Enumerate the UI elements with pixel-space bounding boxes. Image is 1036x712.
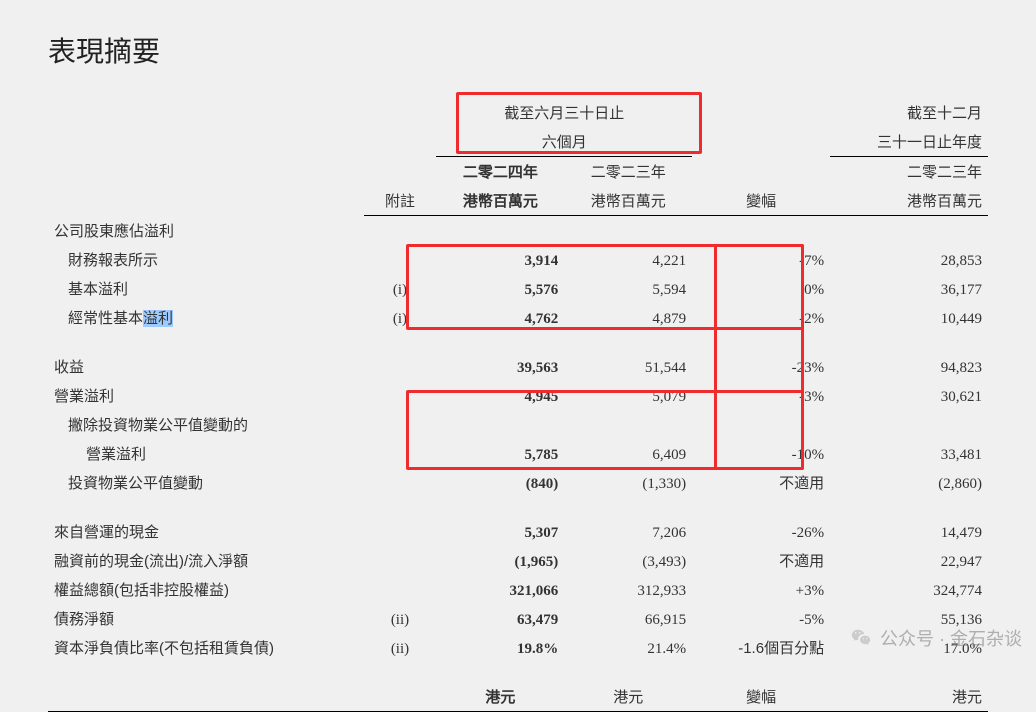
row-label-excl-investment-prop: 撇除投資物業公平值變動的 (48, 410, 364, 439)
table-row: 收益 39,563 51,544 -23% 94,823 (48, 352, 988, 381)
cell-note: (i) (364, 303, 437, 332)
row-label-net-debt: 債務淨額 (48, 604, 364, 633)
row-label-recurring-basic-profit: 經常性基本溢利 (48, 303, 364, 332)
header-fy-line2: 三十一日止年度 (830, 127, 988, 157)
cell-change: -1.6個百分點 (692, 633, 830, 662)
table-row: 撇除投資物業公平值變動的 (48, 410, 988, 439)
table-row: 融資前的現金(流出)/流入淨額 (1,965) (3,493) 不適用 22,9… (48, 546, 988, 575)
header-unit-2023: 港幣百萬元 (564, 186, 692, 216)
cell-v23: 51,544 (564, 352, 692, 381)
table-row: 基本溢利 (i) 5,576 5,594 0% 36,177 (48, 274, 988, 303)
footer-hky-2024: 港元 (436, 682, 564, 712)
footer-hky-fy: 港元 (830, 682, 988, 712)
cell-change: -26% (692, 517, 830, 546)
row-label-investment-prop-change: 投資物業公平值變動 (48, 468, 364, 497)
cell-note: (ii) (364, 604, 437, 633)
page-title: 表現摘要 (48, 30, 988, 70)
header-fy-line1: 截至十二月 (830, 98, 988, 127)
header-6m-line1: 截至六月三十日止 (436, 98, 692, 127)
row-label-cash-before-financing: 融資前的現金(流出)/流入淨額 (48, 546, 364, 575)
row-label-net-gearing: 資本淨負債比率(不包括租賃負債) (48, 633, 364, 662)
cell-fy: 14,479 (830, 517, 988, 546)
cell-fy: 10,449 (830, 303, 988, 332)
row-label-financial-statements: 財務報表所示 (48, 245, 364, 274)
cell-note: (ii) (364, 633, 437, 662)
header-note: 附註 (364, 186, 437, 216)
cell-v23: 21.4% (564, 633, 692, 662)
header-unit-fy: 港幣百萬元 (830, 186, 988, 216)
cell-v23: 4,221 (564, 245, 692, 274)
cell-fy: 94,823 (830, 352, 988, 381)
header-unit-2024: 港幣百萬元 (436, 186, 564, 216)
cell-v24: 321,066 (436, 575, 564, 604)
table-row: 來自營運的現金 5,307 7,206 -26% 14,479 (48, 517, 988, 546)
footer-hky-2023: 港元 (564, 682, 692, 712)
table-row: 權益總額(包括非控股權益) 321,066 312,933 +3% 324,77… (48, 575, 988, 604)
cell-change: -5% (692, 604, 830, 633)
table-row: 債務淨額 (ii) 63,479 66,915 -5% 55,136 (48, 604, 988, 633)
cell-note: (i) (364, 274, 437, 303)
header-year-2024: 二零二四年 (436, 157, 564, 187)
header-6m-line2: 六個月 (436, 127, 692, 157)
row-label-operating-profit: 營業溢利 (48, 381, 364, 410)
row-label-total-equity: 權益總額(包括非控股權益) (48, 575, 364, 604)
cell-v23: 6,409 (564, 439, 692, 468)
cell-v24: 4,945 (436, 381, 564, 410)
cell-fy: 28,853 (830, 245, 988, 274)
table-row: 投資物業公平值變動 (840) (1,330) 不適用 (2,860) (48, 468, 988, 497)
cell-v24: 4,762 (436, 303, 564, 332)
cell-change: -23% (692, 352, 830, 381)
cell-change: -10% (692, 439, 830, 468)
header-fy-2023: 二零二三年 (830, 157, 988, 187)
cell-v23: 5,594 (564, 274, 692, 303)
cell-fy: 33,481 (830, 439, 988, 468)
cell-change: +3% (692, 575, 830, 604)
footer-change: 變幅 (692, 682, 830, 712)
table-row: 資本淨負債比率(不包括租賃負債) (ii) 19.8% 21.4% -1.6個百… (48, 633, 988, 662)
cell-change: 0% (692, 274, 830, 303)
watermark: 公众号 · 金石杂谈 (850, 625, 1022, 651)
cell-v24: 5,785 (436, 439, 564, 468)
cell-v24: 3,914 (436, 245, 564, 274)
cell-v23: 4,879 (564, 303, 692, 332)
cell-change: -3% (692, 381, 830, 410)
cell-v24: 63,479 (436, 604, 564, 633)
cell-v23: 312,933 (564, 575, 692, 604)
watermark-text: 公众号 · 金石杂谈 (880, 625, 1022, 651)
cell-v24: 19.8% (436, 633, 564, 662)
cell-fy: 324,774 (830, 575, 988, 604)
cell-change: -2% (692, 303, 830, 332)
cell-v23: 7,206 (564, 517, 692, 546)
row-label-basic-profit: 基本溢利 (48, 274, 364, 303)
cell-v23: 66,915 (564, 604, 692, 633)
wechat-icon (850, 627, 872, 649)
highlighted-text: 溢利 (143, 310, 173, 327)
row-label-operating-profit-excl: 營業溢利 (48, 439, 364, 468)
row-label-revenue: 收益 (48, 352, 364, 381)
cell-fy: (2,860) (830, 468, 988, 497)
cell-v24: (1,965) (436, 546, 564, 575)
cell-fy: 22,947 (830, 546, 988, 575)
cell-v24: 5,576 (436, 274, 564, 303)
cell-change: 不適用 (692, 468, 830, 497)
table-row: 經常性基本溢利 (i) 4,762 4,879 -2% 10,449 (48, 303, 988, 332)
cell-v23: (1,330) (564, 468, 692, 497)
cell-fy: 30,621 (830, 381, 988, 410)
row-label-shareholders-profit: 公司股東應佔溢利 (48, 216, 364, 245)
cell-change: -7% (692, 245, 830, 274)
cell-change: 不適用 (692, 546, 830, 575)
cell-v23: 5,079 (564, 381, 692, 410)
table-row: 財務報表所示 3,914 4,221 -7% 28,853 (48, 245, 988, 274)
cell-v24: (840) (436, 468, 564, 497)
cell-v23: (3,493) (564, 546, 692, 575)
header-change: 變幅 (692, 186, 830, 216)
header-year-2023: 二零二三年 (564, 157, 692, 187)
table-row: 營業溢利 4,945 5,079 -3% 30,621 (48, 381, 988, 410)
row-label-cash-from-ops: 來自營運的現金 (48, 517, 364, 546)
cell-v24: 39,563 (436, 352, 564, 381)
cell-fy: 36,177 (830, 274, 988, 303)
summary-table: 截至六月三十日止 截至十二月 六個月 三十一日止年度 二零二四年 二零二三年 二… (48, 98, 988, 712)
cell-v24: 5,307 (436, 517, 564, 546)
table-row: 營業溢利 5,785 6,409 -10% 33,481 (48, 439, 988, 468)
